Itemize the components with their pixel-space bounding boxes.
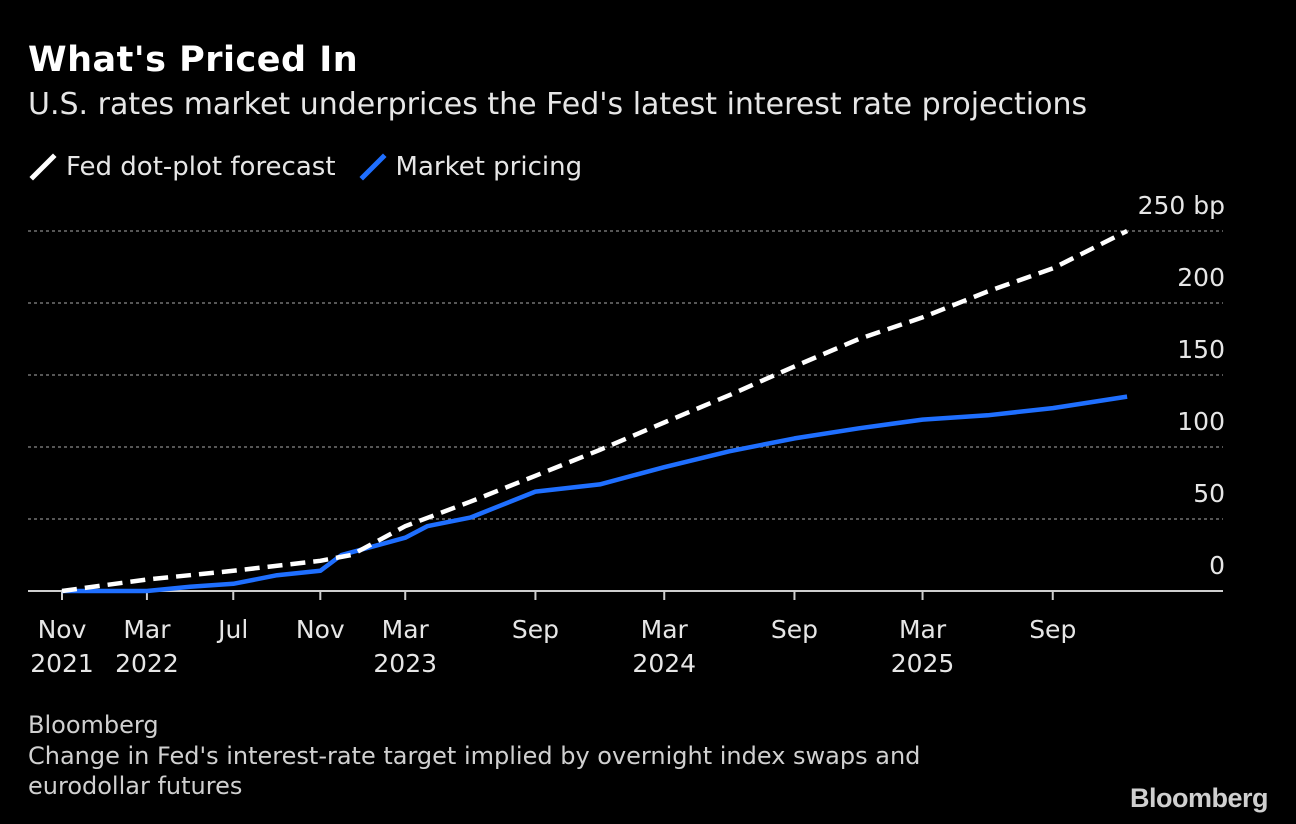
x-tick-label: Mar	[382, 615, 430, 644]
x-tick-label: Jul	[216, 615, 248, 644]
x-tick-year-label: 2022	[115, 649, 179, 678]
bloomberg-logo: Bloomberg	[1129, 783, 1269, 813]
legend-item-market-pricing: Market pricing	[358, 152, 583, 182]
legend-item-fed-dot-plot: Fed dot-plot forecast	[28, 152, 336, 182]
source-label: Bloomberg	[28, 711, 159, 739]
x-tick-label: Nov	[296, 615, 345, 644]
y-tick-label-250: 250 bp	[1138, 191, 1225, 220]
x-tick-year-label: 2021	[30, 649, 94, 678]
x-axis: Nov 2021 Mar 2022 Jul Nov Mar 2023 Sep Mar 2024 Sep…	[28, 590, 1223, 678]
y-tick-label-200: 200	[1177, 263, 1225, 292]
legend: Fed dot-plot forecast Market pricing	[28, 150, 604, 184]
series-lines	[61, 228, 1129, 594]
gridlines	[28, 230, 1223, 520]
x-tick-label: Sep	[1029, 615, 1076, 644]
x-tick-year-label: 2025	[891, 649, 955, 678]
x-tick-year-label: 2023	[373, 649, 437, 678]
x-tick-label: Mar	[123, 615, 171, 644]
footnote-line-1: Change in Fed's interest-rate target imp…	[28, 742, 921, 770]
legend-swatch-market-pricing	[358, 153, 387, 181]
chart-title: What's Priced In	[28, 40, 359, 80]
legend-label-fed-dot-plot: Fed dot-plot forecast	[66, 152, 336, 182]
legend-label-market-pricing: Market pricing	[395, 152, 583, 182]
x-tick-label: Sep	[512, 615, 559, 644]
y-tick-label-150: 150	[1177, 335, 1225, 364]
y-tick-label-50: 50	[1193, 479, 1225, 508]
x-tick-label: Nov	[38, 615, 87, 644]
series-line-market-pricing	[62, 394, 1128, 594]
x-tick-label: Mar	[899, 615, 947, 644]
series-line-fed-dot-plot-forecast	[61, 228, 1129, 594]
y-tick-label-0: 0	[1209, 551, 1225, 580]
y-tick-label-100: 100	[1177, 407, 1225, 436]
x-tick-label: Mar	[641, 615, 689, 644]
y-axis-labels: 0 50 100 150 200 250 bp	[1138, 191, 1225, 580]
x-tick-label: Sep	[771, 615, 818, 644]
x-tick-year-label: 2024	[632, 649, 696, 678]
footnote-line-2: eurodollar futures	[28, 772, 243, 800]
legend-swatch-fed-dot-plot	[29, 153, 57, 181]
chart-subtitle: U.S. rates market underprices the Fed's …	[28, 87, 1088, 122]
